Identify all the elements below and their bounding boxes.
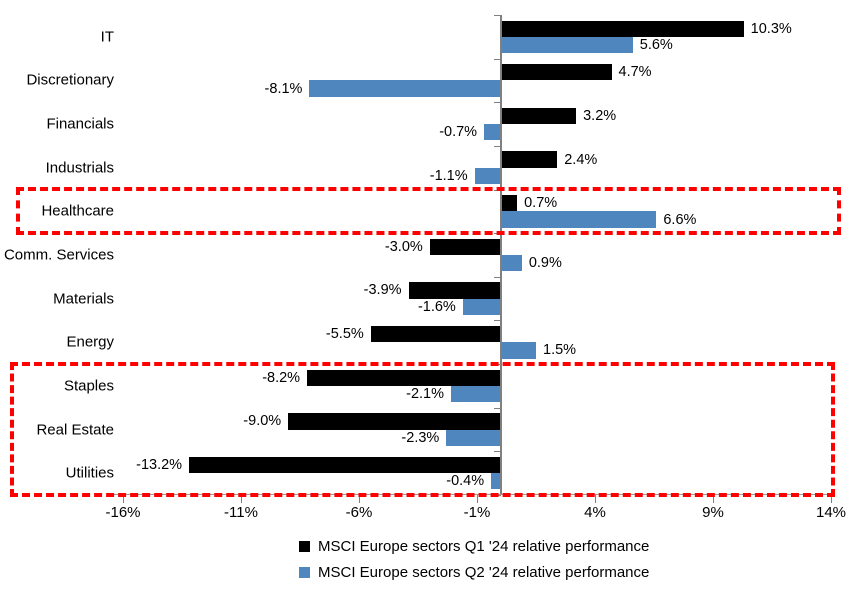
category-label-healthcare: Healthcare <box>41 202 114 220</box>
y-axis-tick <box>493 15 501 16</box>
category-label-discretionary: Discretionary <box>26 71 114 89</box>
category-label-materials: Materials <box>53 290 114 308</box>
value-label-q2-energy: 1.5% <box>543 342 577 359</box>
y-axis-tick <box>493 276 501 278</box>
bar-q2-comm-services <box>500 255 522 272</box>
value-label-q1-comm-services: -3.0% <box>384 238 423 255</box>
value-label-q2-real-estate: -2.3% <box>401 429 440 446</box>
category-label-comm-services: Comm. Services <box>3 246 114 264</box>
value-label-q2-discretionary: -8.1% <box>264 80 303 97</box>
value-label-q1-financials: 3.2% <box>583 107 617 124</box>
value-label-q1-materials: -3.9% <box>363 282 402 299</box>
bar-q2-discretionary <box>309 80 501 97</box>
bar-q2-real-estate <box>446 429 501 446</box>
x-tick-label-11: -11% <box>224 504 258 521</box>
healthcare-highlight <box>16 187 841 236</box>
legend: MSCI Europe sectors Q1 '24 relative perf… <box>299 538 649 581</box>
bar-q1-industrials <box>500 151 558 168</box>
bar-q1-utilities <box>189 456 501 474</box>
bar-q1-energy <box>370 325 501 343</box>
value-label-q1-energy: -5.5% <box>325 325 364 342</box>
category-label-staples: Staples <box>63 377 114 395</box>
category-label-utilities: Utilities <box>65 464 114 482</box>
y-axis-tick <box>493 451 501 453</box>
x-tick <box>595 495 596 503</box>
x-tick-label-1: -1% <box>463 504 491 521</box>
bar-q2-staples <box>451 385 501 403</box>
category-label-real-estate: Real Estate <box>36 421 114 439</box>
bar-q1-healthcare <box>500 195 518 212</box>
bar-q1-real-estate <box>288 413 501 430</box>
value-label-q2-financials: -0.7% <box>439 123 478 140</box>
bar-q1-discretionary <box>500 64 612 81</box>
legend-item-q2: MSCI Europe sectors Q2 '24 relative perf… <box>299 564 649 581</box>
x-tick <box>477 495 478 503</box>
value-label-q1-staples: -8.2% <box>262 369 301 386</box>
defensive-sectors-highlight <box>10 361 835 497</box>
x-tick <box>713 495 714 503</box>
value-label-q1-industrials: 2.4% <box>564 151 598 168</box>
q1-series-swatch-icon <box>299 541 310 552</box>
y-axis-tick <box>493 407 501 409</box>
legend-label-q2: MSCI Europe sectors Q2 '24 relative perf… <box>318 564 650 581</box>
legend-label-q1: MSCI Europe sectors Q1 '24 relative perf… <box>318 538 650 555</box>
category-label-it: IT <box>100 28 114 46</box>
q2-series-swatch-icon <box>299 567 310 578</box>
bar-q2-materials <box>462 298 501 315</box>
bar-q2-utilities <box>491 473 501 490</box>
bar-q2-financials <box>484 124 501 141</box>
bar-q1-it <box>500 20 744 37</box>
bar-q2-industrials <box>474 167 501 185</box>
x-tick <box>359 495 360 503</box>
bar-q2-healthcare <box>500 211 657 228</box>
bar-q1-comm-services <box>429 238 501 255</box>
value-label-q2-industrials: -1.1% <box>429 167 468 184</box>
y-axis <box>499 15 502 495</box>
category-label-financials: Financials <box>46 115 114 133</box>
value-label-q1-it: 10.3% <box>750 20 792 37</box>
category-label-industrials: Industrials <box>45 159 114 177</box>
value-label-q1-utilities: -13.2% <box>136 456 183 473</box>
x-tick-label-16: -16% <box>105 504 141 521</box>
x-tick-label-14: 14% <box>815 504 847 521</box>
bar-q1-staples <box>307 369 501 386</box>
y-axis-tick <box>493 102 501 104</box>
value-label-q2-comm-services: 0.9% <box>528 254 562 271</box>
bar-q1-materials <box>408 282 501 299</box>
bar-q1-financials <box>500 107 577 125</box>
x-tick <box>241 495 242 503</box>
value-label-q1-healthcare: 0.7% <box>524 194 558 211</box>
x-tick <box>123 495 124 503</box>
bar-q2-it <box>500 36 633 54</box>
value-label-q1-real-estate: -9.0% <box>243 413 282 430</box>
category-label-energy: Energy <box>66 333 114 351</box>
x-tick-label-4: 4% <box>584 504 606 521</box>
x-tick-label-9: 9% <box>702 504 724 521</box>
value-label-q2-staples: -2.1% <box>406 385 445 402</box>
y-axis-tick <box>493 58 501 60</box>
value-label-q2-it: 5.6% <box>639 36 673 53</box>
legend-item-q1: MSCI Europe sectors Q1 '24 relative perf… <box>299 538 649 555</box>
value-label-q1-discretionary: 4.7% <box>618 64 652 81</box>
value-label-q2-healthcare: 6.6% <box>663 211 697 228</box>
y-axis-tick <box>493 145 501 147</box>
y-axis-tick <box>493 320 501 322</box>
x-tick <box>831 495 832 503</box>
bar-q2-energy <box>500 342 536 359</box>
x-tick-label-6: -6% <box>345 504 373 521</box>
value-label-q2-utilities: -0.4% <box>446 473 485 490</box>
value-label-q2-materials: -1.6% <box>417 298 456 315</box>
